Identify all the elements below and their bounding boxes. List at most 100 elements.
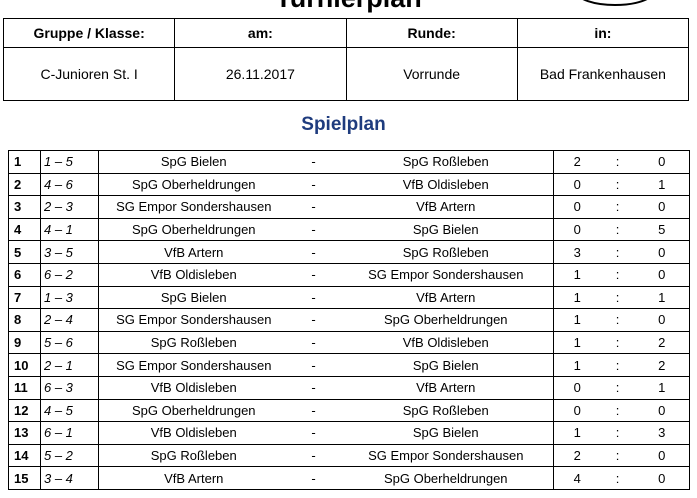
pairing: 4 – 6 — [40, 172, 99, 197]
match-row: 12 4 – 5 SpG Oberheldrungen - SpG Roßleben 0:… — [8, 398, 690, 423]
score-colon: : — [600, 330, 635, 355]
match-number: 6 — [8, 262, 41, 287]
match-number: 14 — [8, 443, 41, 468]
separator: - — [288, 172, 339, 197]
home-team: SpG Oberheldrungen — [98, 172, 289, 197]
match-number: 13 — [8, 421, 41, 445]
away-team: SG Empor Sondershausen — [338, 262, 554, 287]
score-colon: : — [600, 240, 635, 264]
separator: - — [288, 421, 339, 445]
pairing: 6 – 2 — [40, 262, 99, 287]
pairing: 4 – 1 — [40, 217, 99, 242]
match-row: 13 6 – 1 VfB Oldisleben - SpG Bielen 1:3 — [8, 421, 690, 445]
away-goals: 5 — [634, 217, 690, 242]
match-number: 7 — [8, 285, 41, 310]
match-number: 8 — [8, 308, 41, 332]
separator: - — [288, 330, 339, 355]
score-colon: : — [600, 398, 635, 423]
away-goals: 2 — [634, 330, 690, 355]
score-colon: : — [600, 443, 635, 468]
away-goals: 0 — [634, 398, 690, 423]
separator: - — [288, 466, 339, 490]
away-team: SpG Roßleben — [338, 240, 554, 264]
home-goals: 3 — [553, 240, 601, 264]
home-goals: 2 — [553, 150, 601, 174]
away-team: SG Empor Sondershausen — [338, 443, 554, 468]
match-number: 3 — [8, 195, 41, 219]
pairing: 3 – 5 — [40, 240, 99, 264]
home-goals: 1 — [553, 308, 601, 332]
separator: - — [288, 262, 339, 287]
separator: - — [288, 375, 339, 400]
away-goals: 0 — [634, 195, 690, 219]
home-goals: 1 — [553, 353, 601, 377]
separator: - — [288, 308, 339, 332]
score-colon: : — [600, 285, 635, 310]
match-row: 14 5 – 2 SpG Roßleben - SG Empor Sondershaus… — [8, 443, 690, 468]
match-row: 10 2 – 1 SG Empor Sondershausen - SpG Bielen… — [8, 353, 690, 377]
home-team: SpG Roßleben — [98, 443, 289, 468]
away-team: SpG Roßleben — [338, 150, 554, 174]
away-goals: 0 — [634, 466, 690, 490]
away-goals: 3 — [634, 421, 690, 445]
header-value: Bad Frankenhausen — [516, 47, 690, 101]
away-team: SpG Bielen — [338, 353, 554, 377]
pairing: 2 – 3 — [40, 195, 99, 219]
home-team: VfB Oldisleben — [98, 421, 289, 445]
away-goals: 2 — [634, 353, 690, 377]
home-team: SpG Bielen — [98, 150, 289, 174]
away-goals: 1 — [634, 172, 690, 197]
away-team: SpG Oberheldrungen — [338, 466, 554, 490]
match-number: 10 — [8, 353, 41, 377]
header-label: Runde: — [345, 18, 518, 48]
home-goals: 0 — [553, 398, 601, 423]
header-value: Vorrunde — [345, 47, 518, 101]
pairing: 6 – 1 — [40, 421, 99, 445]
away-team: VfB Artern — [338, 375, 554, 400]
home-team: VfB Oldisleben — [98, 375, 289, 400]
home-team: SpG Oberheldrungen — [98, 217, 289, 242]
pairing: 1 – 3 — [40, 285, 99, 310]
score-colon: : — [600, 172, 635, 197]
score-colon: : — [600, 262, 635, 287]
separator: - — [288, 195, 339, 219]
home-team: SG Empor Sondershausen — [98, 195, 289, 219]
home-team: VfB Oldisleben — [98, 262, 289, 287]
away-team: SpG Bielen — [338, 217, 554, 242]
home-team: SpG Roßleben — [98, 330, 289, 355]
match-number: 12 — [8, 398, 41, 423]
match-number: 2 — [8, 172, 41, 197]
separator: - — [288, 285, 339, 310]
away-goals: 0 — [634, 150, 690, 174]
header-value: C-Junioren St. I — [2, 47, 176, 101]
away-team: VfB Artern — [338, 285, 554, 310]
home-goals: 0 — [553, 172, 601, 197]
separator: - — [288, 240, 339, 264]
home-goals: 4 — [553, 466, 601, 490]
home-team: VfB Artern — [98, 240, 289, 264]
home-goals: 1 — [553, 330, 601, 355]
home-goals: 1 — [553, 421, 601, 445]
pairing: 6 – 3 — [40, 375, 99, 400]
header-label: in: — [516, 18, 690, 48]
match-number: 5 — [8, 240, 41, 264]
pairing: 5 – 2 — [40, 443, 99, 468]
pairing: 4 – 5 — [40, 398, 99, 423]
separator: - — [288, 150, 339, 174]
separator: - — [288, 353, 339, 377]
match-number: 15 — [8, 466, 41, 490]
away-goals: 0 — [634, 262, 690, 287]
away-team: SpG Roßleben — [338, 398, 554, 423]
pairing: 2 – 1 — [40, 353, 99, 377]
header-value: 26.11.2017 — [174, 47, 347, 101]
pairing: 1 – 5 — [40, 150, 99, 174]
header-table: Gruppe / Klasse: am: Runde: in: C-Junior… — [2, 18, 690, 101]
score-colon: : — [600, 353, 635, 377]
